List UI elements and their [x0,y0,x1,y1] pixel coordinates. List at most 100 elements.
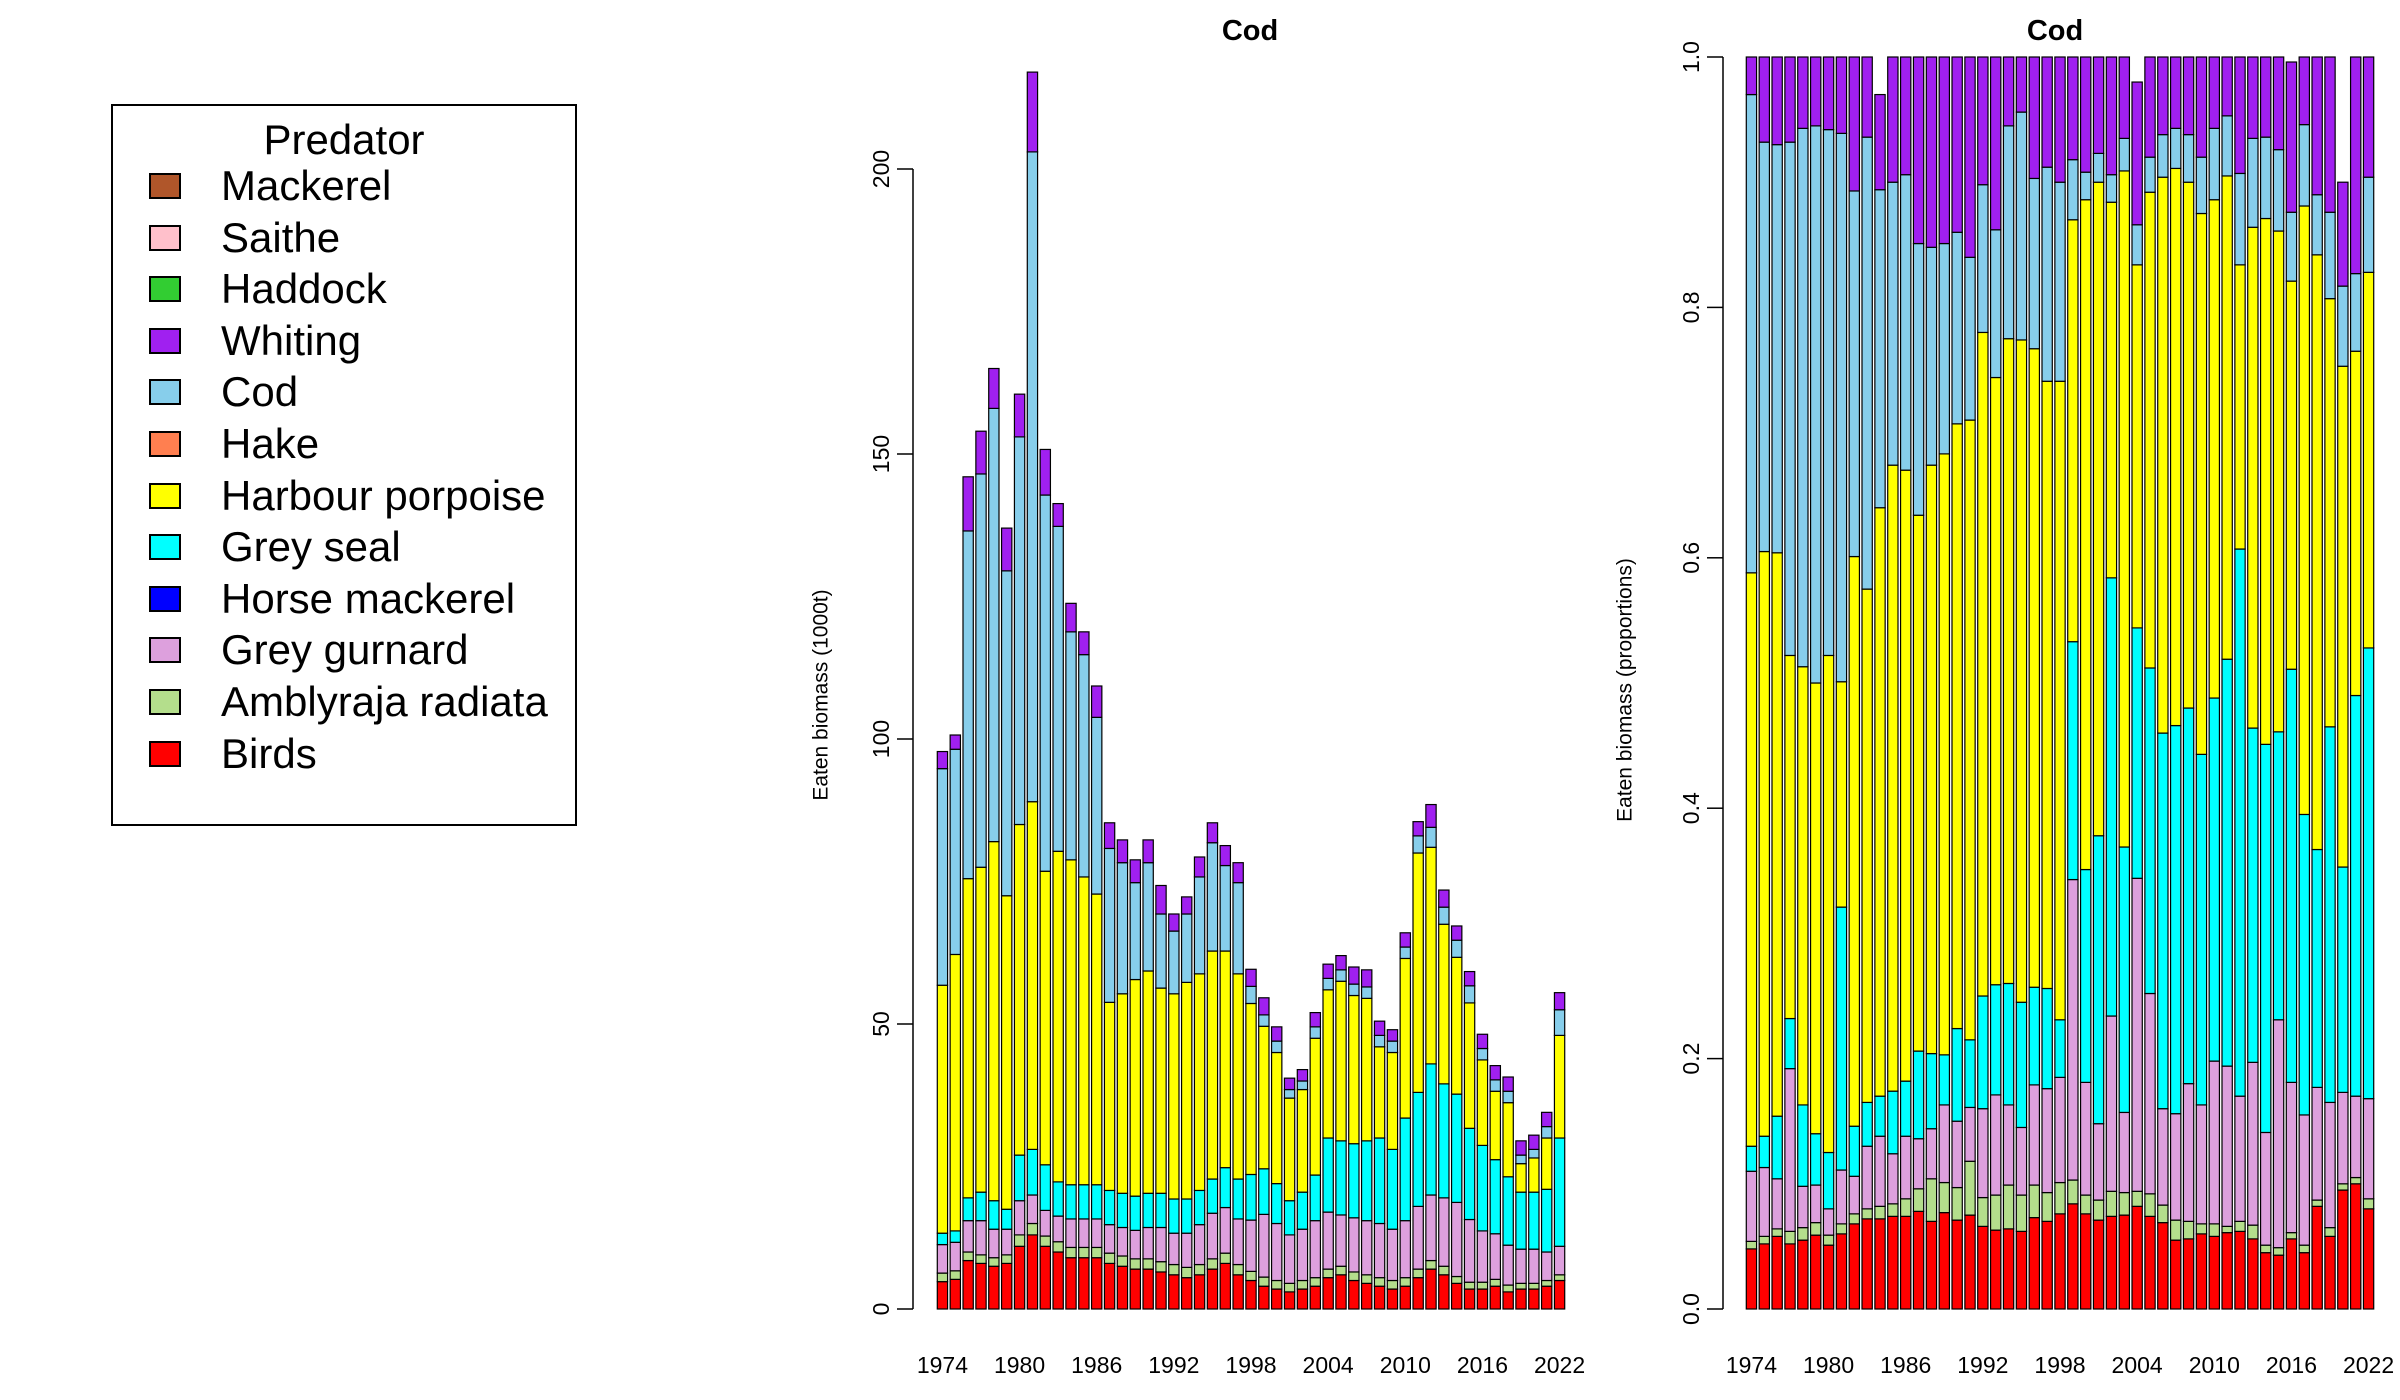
bar-segment [1553,992,1566,1011]
bar-segment [1771,1115,1783,1180]
bar-segment [2337,285,2349,367]
bar-segment [2234,1230,2246,1310]
bar-segment [1052,502,1064,527]
chart-title: Cod [1222,15,1278,47]
bar-segment [1861,56,1873,138]
bar-segment [1771,144,1783,554]
bar-segment [2079,1081,2092,1196]
bar-segment [2247,727,2259,1063]
y-tick-label: 150 [868,435,894,473]
legend-label: Harbour porpoise [221,471,546,519]
bar-segment [2079,171,2092,201]
bar-segment [1938,453,1951,1056]
legend-label: Mackerel [221,162,392,209]
bar-segment [2285,1232,2298,1240]
bar-segment [1938,1211,1951,1310]
bar-segment [2131,877,2143,1192]
bar-segment [2311,1086,2323,1201]
bar-segment [2349,1095,2362,1179]
bar-segment [2041,56,2053,168]
legend-label: Cod [221,368,299,416]
bar-segment [1912,1188,1925,1212]
x-tick-label: 1980 [994,1352,1045,1378]
legend-swatch [149,276,181,303]
bar-segment [1951,1027,1963,1122]
bar-segment [2157,1204,2169,1224]
x-tick-label: 1998 [2034,1352,2085,1378]
bar-segment [2079,868,2092,1083]
bar-segment [2234,548,2246,1097]
bar-segment [2221,1065,2233,1227]
bar-segment [1977,56,1989,186]
bar-segment [2298,1244,2311,1254]
bar-segment [1745,572,1758,1147]
bar-segment [2054,1213,2066,1310]
bar-segment [1848,1213,1861,1225]
bar-segment [1964,1039,1976,1109]
bar-segment [2015,1230,2028,1310]
bar-segment [1951,231,1963,425]
bar-segment [2298,813,2311,1116]
bar-segment [1103,822,1116,850]
bar-segment [2298,205,2311,816]
bar-segment [2105,56,2118,176]
bar-segment [1835,1233,1848,1310]
x-tick-label: 1992 [1957,1352,2008,1378]
bar-segment [1784,1230,1796,1245]
bar-segment [1515,1140,1527,1156]
bar-segment [2079,56,2092,173]
bar-segment [2067,1179,2079,1205]
bar-segment [2092,181,2105,837]
bar-segment [1887,181,1899,466]
legend-swatch [149,534,181,561]
bar-segment [2349,56,2362,275]
legend-entry: Haddock [149,264,387,314]
bar-segment [1874,93,1886,191]
bar-segment [2028,1084,2041,1186]
bar-segment [1874,1218,1886,1310]
bar-segment [2105,1215,2118,1310]
bar-segment [2182,134,2195,183]
bar-segment [1822,129,1835,657]
bar-segment [1797,1227,1809,1241]
bar-segment [1116,839,1129,864]
bar-segment [2259,1244,2272,1254]
bar-segment [1925,1178,1938,1222]
bar-segment [2028,1184,2041,1219]
bar-segment [1270,1026,1283,1042]
bar-segment [2144,191,2156,669]
bar-segment [2054,1181,2066,1215]
bar-segment [2092,1123,2105,1201]
bar-segment [2298,1114,2311,1246]
bar-segment [1951,1120,1963,1189]
bar-segment [2144,56,2156,158]
bar-segment [1835,132,1848,683]
bar-segment [1258,997,1270,1016]
bar-segment [2311,56,2323,196]
bar-segment [2208,1223,2221,1237]
bar-segment [2337,866,2349,1093]
bar-segment [2259,743,2272,1134]
bar-segment [1977,995,1989,1110]
bar-segment [1771,56,1783,146]
bar-segment [2067,878,2079,1181]
bar-segment [2362,271,2375,649]
bar-segment [2311,848,2323,1089]
x-tick-label: 2022 [1534,1352,1585,1378]
bar-segment [1887,1215,1899,1310]
bar-segment [2118,56,2131,139]
legend-swatch [149,379,181,406]
bar-segment [2208,199,2221,699]
bar-segment [1065,602,1077,633]
bar-segment [1938,1104,1951,1184]
chart-title: Cod [2027,15,2083,47]
bar-segment [1784,1243,1796,1310]
bar-segment [1348,966,1360,985]
bar-segment [1540,1111,1553,1128]
legend-swatch [149,173,181,199]
bar-segment [1809,1133,1822,1186]
bar-segment [2272,731,2285,1021]
bar-segment [1861,588,1873,1104]
bar-segment [1964,1106,1976,1162]
bar-segment [2234,264,2246,550]
